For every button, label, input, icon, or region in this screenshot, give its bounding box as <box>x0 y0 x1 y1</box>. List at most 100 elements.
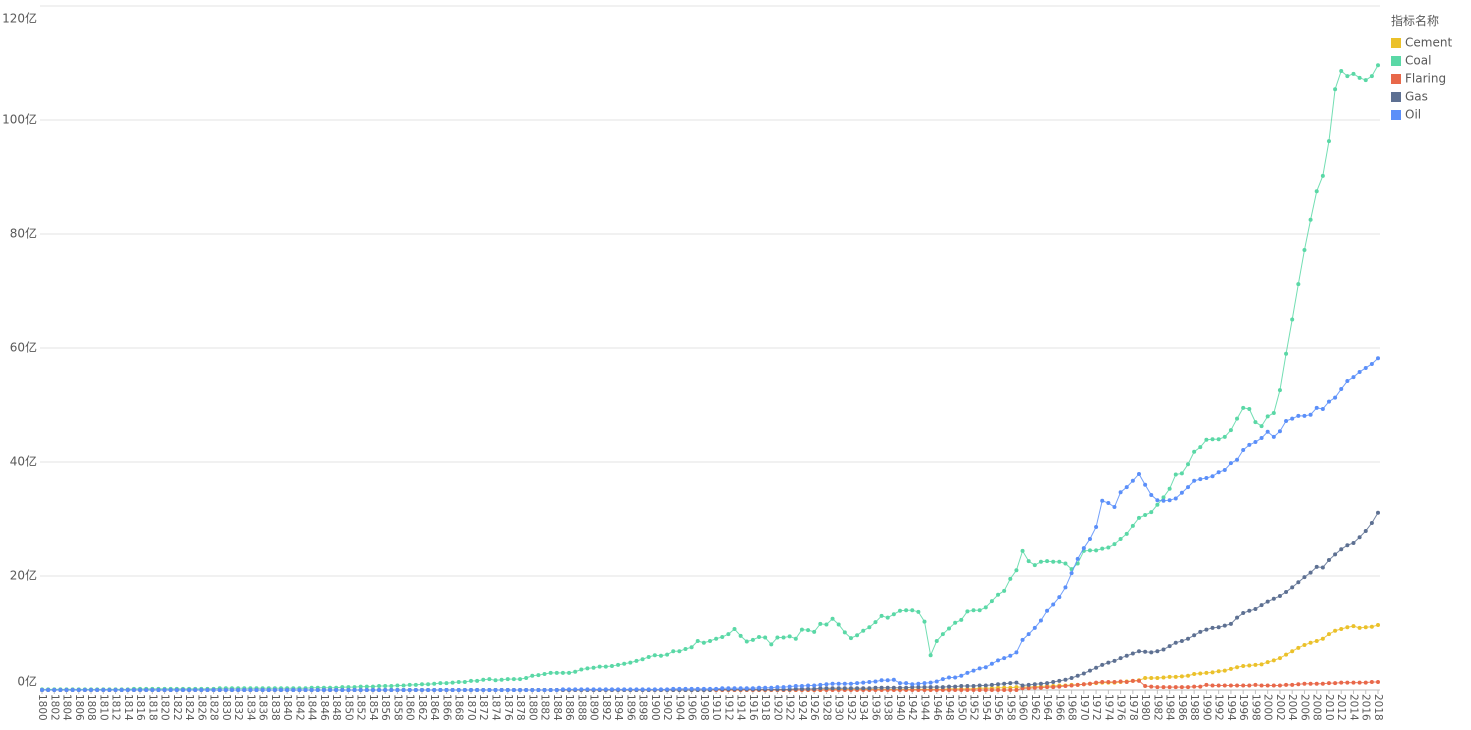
legend-swatch <box>1391 74 1401 84</box>
data-point <box>407 688 412 692</box>
data-point <box>1235 665 1240 670</box>
x-tick-label: 1924 <box>796 694 808 721</box>
x-tick-label: 1806 <box>73 694 85 721</box>
data-point <box>511 688 516 692</box>
data-point <box>1167 498 1172 503</box>
data-point <box>1357 625 1362 630</box>
data-point <box>812 686 817 691</box>
data-point <box>1314 638 1319 643</box>
x-tick-label: 1928 <box>820 694 832 721</box>
x-tick-label: 1870 <box>465 694 477 721</box>
data-point <box>1124 680 1129 685</box>
x-tick-label: 1968 <box>1066 694 1078 721</box>
x-tick-label: 1978 <box>1127 694 1139 721</box>
x-tick-label: 1838 <box>269 694 281 721</box>
data-point <box>1057 678 1062 683</box>
data-point <box>536 688 541 692</box>
data-point <box>799 627 804 632</box>
data-point <box>757 685 762 690</box>
data-point <box>1143 482 1148 487</box>
x-tick-label: 1840 <box>281 694 293 721</box>
data-point <box>971 668 976 673</box>
data-point <box>468 678 473 683</box>
data-point <box>812 629 817 634</box>
data-point <box>1002 588 1007 593</box>
data-point <box>168 688 173 692</box>
x-tick-label: 1816 <box>134 694 146 721</box>
data-point <box>1222 623 1227 628</box>
data-point <box>542 688 547 692</box>
data-point <box>370 688 375 692</box>
data-point <box>855 633 860 638</box>
data-point <box>1026 686 1031 691</box>
data-point <box>989 688 994 692</box>
data-point <box>812 683 817 688</box>
data-point <box>947 675 952 680</box>
data-point <box>1057 684 1062 689</box>
data-point <box>401 683 406 688</box>
data-point <box>695 686 700 691</box>
x-tick-label: 1922 <box>784 694 796 721</box>
data-point <box>830 681 835 686</box>
data-point <box>842 686 847 691</box>
data-point <box>1014 685 1019 690</box>
data-point <box>744 686 749 691</box>
x-tick-label: 1950 <box>955 694 967 721</box>
data-point <box>426 688 431 692</box>
data-point <box>1149 650 1154 655</box>
data-point <box>1038 618 1043 623</box>
data-point <box>1326 399 1331 404</box>
data-point <box>1216 683 1221 688</box>
data-point <box>1143 513 1148 518</box>
data-point <box>1339 680 1344 685</box>
data-point <box>1100 680 1105 685</box>
data-point <box>499 677 504 682</box>
data-point <box>1081 682 1086 687</box>
data-point <box>818 686 823 691</box>
data-point <box>1026 682 1031 687</box>
data-point <box>836 681 841 686</box>
data-point <box>1241 664 1246 669</box>
data-point <box>579 667 584 672</box>
data-point <box>524 676 529 681</box>
x-tick-label: 1810 <box>97 694 109 721</box>
data-point <box>1075 682 1080 687</box>
data-point <box>665 687 670 692</box>
data-point <box>389 684 394 689</box>
data-point <box>1296 682 1301 687</box>
data-point <box>524 688 529 692</box>
x-tick-label: 1858 <box>391 694 403 721</box>
data-point <box>1057 595 1062 600</box>
data-point <box>622 661 627 666</box>
data-point <box>1369 520 1374 525</box>
data-point <box>352 685 357 690</box>
data-point <box>383 688 388 692</box>
data-point <box>413 688 418 692</box>
data-point <box>1063 677 1068 682</box>
data-point <box>279 688 284 692</box>
x-tick-label: 1982 <box>1151 694 1163 721</box>
data-point <box>1351 680 1356 685</box>
x-tick-label: 1832 <box>232 694 244 721</box>
data-point <box>1186 462 1191 467</box>
x-tick-label: 1948 <box>943 694 955 721</box>
data-point <box>928 685 933 690</box>
data-point <box>1020 683 1025 688</box>
data-point <box>579 687 584 692</box>
data-point <box>1210 670 1215 675</box>
data-point <box>940 688 945 692</box>
data-point <box>1210 437 1215 442</box>
x-tick-label: 1952 <box>968 694 980 721</box>
x-tick-label: 1856 <box>379 694 391 721</box>
data-point <box>806 628 811 633</box>
data-point <box>1253 440 1258 445</box>
data-point <box>217 688 222 692</box>
data-point <box>560 687 565 692</box>
data-point <box>793 684 798 689</box>
data-point <box>493 678 498 683</box>
data-point <box>695 638 700 643</box>
data-point <box>407 682 412 687</box>
data-point <box>401 688 406 692</box>
x-tick-label: 1822 <box>171 694 183 721</box>
data-point <box>1204 475 1209 480</box>
